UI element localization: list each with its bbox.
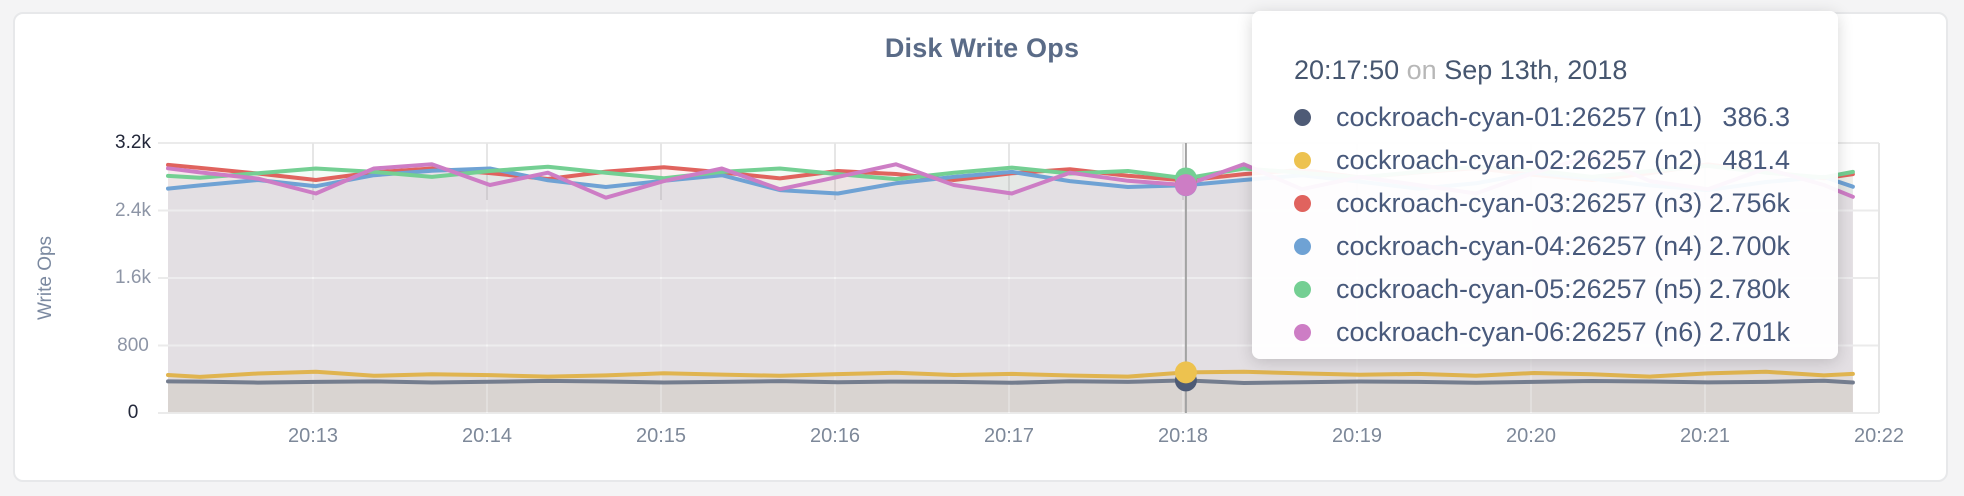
hover-point-dot-n2 [1174, 361, 1197, 384]
tooltip-series-row: cockroach-cyan-06:26257 (n6) 2.701k [1294, 311, 1790, 354]
x-axis-tick-label: 20:21 [1679, 425, 1731, 447]
x-axis-tick-label: 20:18 [1157, 425, 1209, 447]
series-label: cockroach-cyan-06:26257 (n6) [1336, 317, 1703, 347]
tooltip-series-row: cockroach-cyan-03:26257 (n3) 2.756k [1294, 182, 1790, 225]
series-color-dot [1294, 281, 1311, 298]
series-label: cockroach-cyan-04:26257 (n4) [1336, 231, 1703, 261]
series-color-dot [1294, 195, 1311, 212]
series-color-dot [1294, 109, 1311, 126]
y-axis-tick-label: 3.2k [115, 132, 151, 153]
y-axis-tick-label: 800 [117, 334, 149, 356]
series-value: 2.780k [1708, 274, 1790, 304]
series-label: cockroach-cyan-05:26257 (n5) [1336, 274, 1703, 304]
tooltip-series-list: cockroach-cyan-01:26257 (n1) 386.3 cockroa… [1294, 96, 1790, 354]
x-axis-tick-label: 20:14 [461, 425, 513, 447]
series-label: cockroach-cyan-03:26257 (n3) [1336, 188, 1703, 218]
hover-points [1174, 167, 1197, 392]
series-line-n2 [166, 369, 1855, 379]
series-label: cockroach-cyan-02:26257 (n2) [1336, 145, 1703, 175]
tooltip-series-row: cockroach-cyan-01:26257 (n1) 386.3 [1294, 96, 1790, 139]
tooltip-series-row: cockroach-cyan-02:26257 (n2) 481.4 [1294, 139, 1790, 182]
tooltip-time: 20:17:50 [1294, 55, 1400, 85]
series-color-dot [1294, 238, 1311, 255]
series-line-n1 [166, 378, 1855, 385]
tooltip-series-row: cockroach-cyan-04:26257 (n4) 2.700k [1294, 225, 1790, 268]
x-axis-tick-label: 20:15 [635, 425, 687, 447]
chart-title: Disk Write Ops [884, 33, 1080, 63]
series-area-n1 [168, 380, 1853, 413]
series-value: 386.3 [1722, 102, 1790, 132]
x-axis-tick-label: 20:13 [287, 425, 339, 447]
series-label: cockroach-cyan-01:26257 (n1) [1336, 102, 1703, 132]
x-axis-tick-label: 20:22 [1853, 425, 1905, 447]
x-axis-tick-label: 20:19 [1331, 425, 1383, 447]
series-color-dot [1294, 324, 1311, 341]
tooltip-separator: on [1406, 55, 1437, 85]
hover-point-dot-n6 [1174, 174, 1197, 197]
y-axis-tick-label: 0 [127, 402, 139, 423]
tooltip-header: 20:17:50 on Sep 13th, 2018 [1294, 55, 1790, 86]
series-value: 2.701k [1708, 317, 1790, 347]
x-axis-tick-label: 20:16 [809, 425, 861, 447]
y-axis-tick-label: 1.6k [115, 267, 151, 288]
tooltip-date: Sep 13th, 2018 [1444, 55, 1628, 85]
x-axis-tick-label: 20:17 [983, 425, 1035, 447]
series-value: 2.756k [1708, 188, 1790, 218]
series-color-dot [1294, 152, 1311, 169]
hover-tooltip: 20:17:50 on Sep 13th, 2018 cockroach-cya… [1252, 11, 1838, 359]
y-axis-tick-label: 2.4k [115, 199, 151, 221]
tooltip-series-row: cockroach-cyan-05:26257 (n5) 2.780k [1294, 268, 1790, 311]
series-value: 481.4 [1722, 145, 1790, 175]
x-axis-tick-label: 20:20 [1505, 425, 1557, 447]
series-value: 2.700k [1708, 231, 1790, 261]
